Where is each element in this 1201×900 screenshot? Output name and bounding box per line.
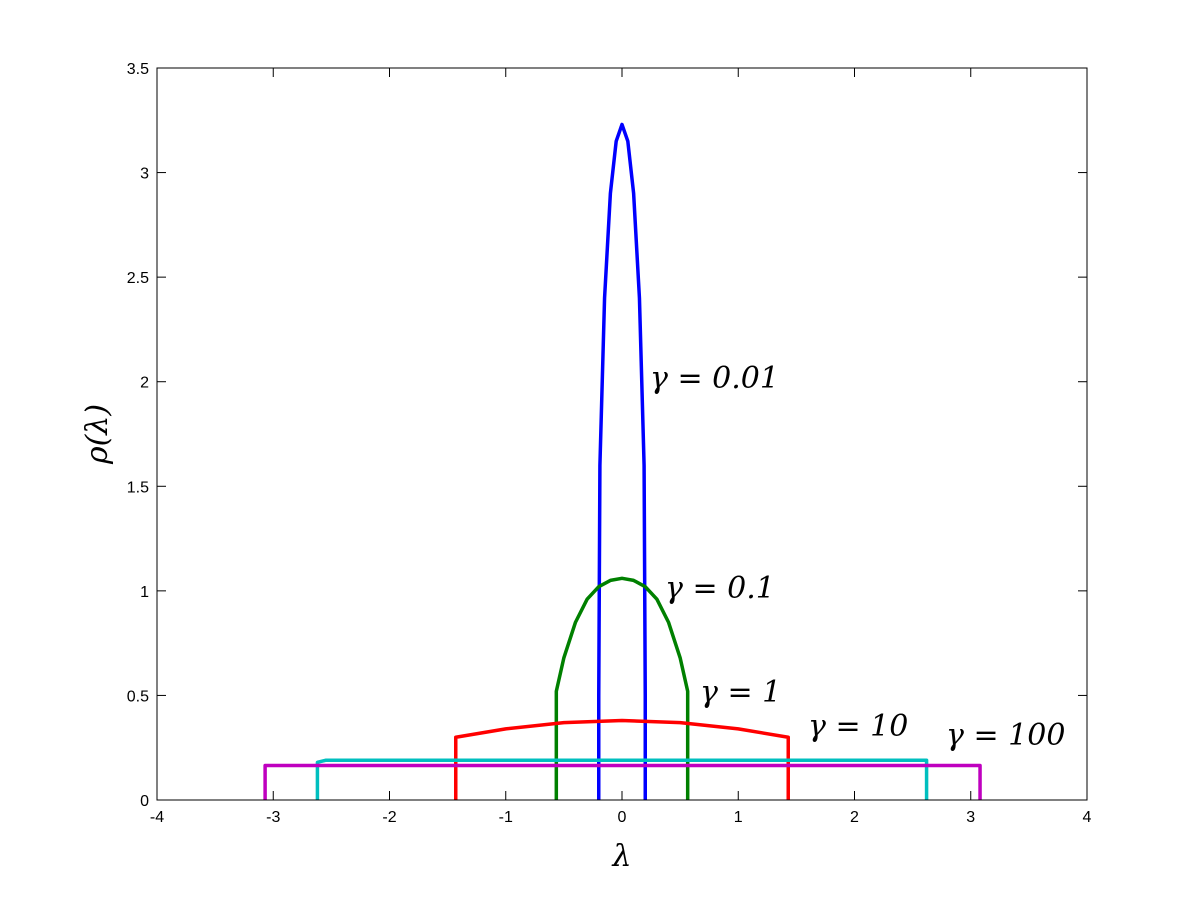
x-tick-label: 3 [966, 809, 975, 826]
x-tick-label: -1 [499, 809, 513, 826]
x-tick-label: -2 [382, 809, 396, 826]
x-tick-label: 1 [734, 809, 743, 826]
y-tick-label: 1.5 [127, 479, 149, 496]
x-tick-label: 4 [1083, 809, 1092, 826]
series-line [315, 758, 929, 800]
plot-frame [156, 67, 1088, 801]
x-tick-label: -3 [266, 809, 280, 826]
y-tick-label: 0 [140, 793, 149, 810]
x-axis-label: λ [611, 839, 631, 874]
x-tick-label: -4 [150, 809, 164, 826]
series-label: γ = 0.1 [665, 571, 775, 606]
y-axis-label: ρ(λ) [80, 404, 115, 465]
series-label: γ = 100 [946, 718, 1065, 753]
y-tick-label: 0.5 [127, 688, 149, 705]
series-label: γ = 0.01 [650, 361, 779, 396]
y-tick-label: 1 [140, 584, 149, 601]
series-label: γ = 1 [700, 675, 781, 710]
series-label: γ = 10 [808, 709, 908, 744]
y-tick-label: 2 [140, 375, 149, 392]
x-tick-label: 0 [618, 809, 627, 826]
y-tick-label: 3 [140, 166, 149, 183]
y-tick-label: 2.5 [127, 270, 149, 287]
x-tick-label: 2 [850, 809, 859, 826]
series-line [597, 122, 647, 800]
y-tick-label: 3.5 [127, 61, 149, 78]
series-line [554, 576, 690, 800]
series-line [454, 718, 790, 800]
series-line [263, 763, 982, 800]
